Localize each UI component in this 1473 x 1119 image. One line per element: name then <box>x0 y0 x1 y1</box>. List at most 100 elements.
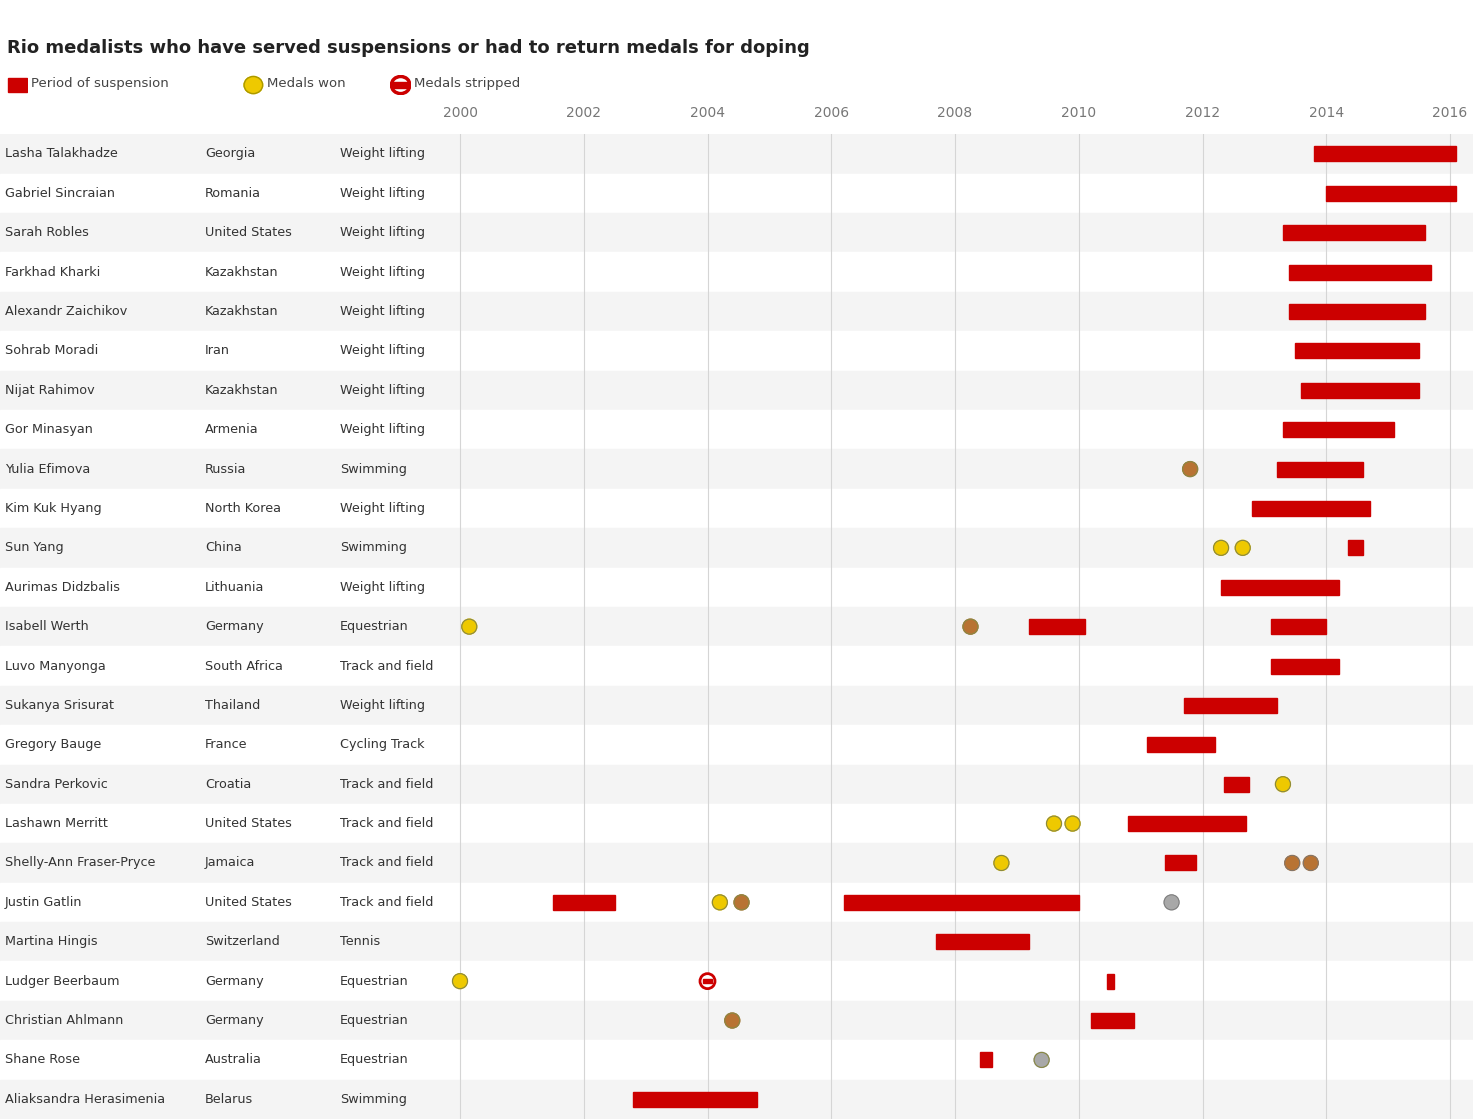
Ellipse shape <box>713 895 728 910</box>
Text: Track and field: Track and field <box>340 896 433 909</box>
Bar <box>1283 225 1426 241</box>
Ellipse shape <box>392 76 409 94</box>
Bar <box>0 370 1473 410</box>
Text: Kazakhstan: Kazakhstan <box>205 305 278 318</box>
Text: Alexandr Zaichikov: Alexandr Zaichikov <box>4 305 127 318</box>
Text: Martina Hingis: Martina Hingis <box>4 935 97 948</box>
Text: Shane Rose: Shane Rose <box>4 1053 80 1066</box>
Text: Sarah Robles: Sarah Robles <box>4 226 88 239</box>
Bar <box>1091 1013 1134 1028</box>
Ellipse shape <box>994 855 1009 871</box>
Ellipse shape <box>452 974 467 989</box>
Text: Weight lifting: Weight lifting <box>340 699 426 712</box>
Text: Croatia: Croatia <box>205 778 252 791</box>
Text: Equestrian: Equestrian <box>340 975 408 988</box>
Text: Georgia: Georgia <box>205 148 255 160</box>
Text: Cycling Track: Cycling Track <box>340 739 424 751</box>
Bar <box>1030 619 1086 634</box>
Bar <box>1314 147 1457 161</box>
Text: Lithuania: Lithuania <box>205 581 264 594</box>
Bar <box>0 450 1473 489</box>
Text: Equestrian: Equestrian <box>340 1053 408 1066</box>
Bar <box>0 489 1473 528</box>
Ellipse shape <box>1065 816 1080 831</box>
Bar <box>0 961 1473 1000</box>
Text: Period of suspension: Period of suspension <box>31 77 169 91</box>
Text: Australia: Australia <box>205 1053 262 1066</box>
Bar <box>0 410 1473 450</box>
Text: Tennis: Tennis <box>340 935 380 948</box>
Text: Lasha Talakhadze: Lasha Talakhadze <box>4 148 118 160</box>
Bar <box>1184 698 1277 713</box>
Text: Kazakhstan: Kazakhstan <box>205 265 278 279</box>
Bar <box>0 725 1473 764</box>
Text: United States: United States <box>205 226 292 239</box>
Bar <box>1302 383 1418 397</box>
Text: Nijat Rahimov: Nijat Rahimov <box>4 384 94 397</box>
Text: Russia: Russia <box>205 462 246 476</box>
Bar <box>1289 304 1426 319</box>
Text: Shelly-Ann Fraser-Pryce: Shelly-Ann Fraser-Pryce <box>4 856 155 869</box>
Bar <box>1147 737 1215 752</box>
Bar <box>9 78 27 92</box>
Text: Luvo Manyonga: Luvo Manyonga <box>4 659 106 673</box>
Ellipse shape <box>1183 461 1198 477</box>
Text: Weight lifting: Weight lifting <box>340 187 426 200</box>
Bar <box>0 883 1473 922</box>
FancyArrow shape <box>392 82 409 88</box>
FancyArrow shape <box>703 979 713 982</box>
Text: Yulia Efimova: Yulia Efimova <box>4 462 90 476</box>
Text: North Korea: North Korea <box>205 502 281 515</box>
Text: Track and field: Track and field <box>340 659 433 673</box>
Text: 2016: 2016 <box>1432 106 1467 121</box>
Bar <box>0 528 1473 567</box>
Bar <box>1252 501 1370 516</box>
Bar <box>0 173 1473 213</box>
Bar <box>0 1000 1473 1041</box>
Ellipse shape <box>245 76 262 94</box>
Text: Thailand: Thailand <box>205 699 261 712</box>
Text: Weight lifting: Weight lifting <box>340 226 426 239</box>
Bar <box>1224 777 1249 791</box>
Bar <box>0 606 1473 647</box>
Bar <box>1283 422 1395 438</box>
Text: 2010: 2010 <box>1061 106 1096 121</box>
Text: France: France <box>205 739 247 751</box>
Text: Sandra Perkovic: Sandra Perkovic <box>4 778 108 791</box>
Text: Switzerland: Switzerland <box>205 935 280 948</box>
Text: Rio medalists who have served suspensions or had to return medals for doping: Rio medalists who have served suspension… <box>7 39 810 57</box>
Ellipse shape <box>461 619 477 634</box>
Bar <box>633 1092 757 1107</box>
Bar <box>1289 265 1432 280</box>
Bar <box>1277 462 1364 477</box>
Text: Weight lifting: Weight lifting <box>340 265 426 279</box>
Text: Iran: Iran <box>205 345 230 357</box>
Text: Weight lifting: Weight lifting <box>340 502 426 515</box>
Bar <box>1271 659 1339 674</box>
Text: Sukanya Srisurat: Sukanya Srisurat <box>4 699 113 712</box>
Text: Armenia: Armenia <box>205 423 259 436</box>
Text: Aurimas Didzbalis: Aurimas Didzbalis <box>4 581 119 594</box>
Bar <box>1326 186 1457 200</box>
Text: Germany: Germany <box>205 620 264 633</box>
Text: Weight lifting: Weight lifting <box>340 581 426 594</box>
Bar <box>0 253 1473 292</box>
Ellipse shape <box>725 1013 739 1028</box>
Bar <box>1348 540 1364 555</box>
Text: Christian Ahlmann: Christian Ahlmann <box>4 1014 124 1027</box>
Text: Romania: Romania <box>205 187 261 200</box>
Bar <box>0 803 1473 844</box>
Bar <box>1221 580 1339 594</box>
Ellipse shape <box>1276 777 1290 792</box>
Bar <box>980 1053 993 1068</box>
Bar <box>552 895 614 910</box>
Text: Gabriel Sincraian: Gabriel Sincraian <box>4 187 115 200</box>
Ellipse shape <box>734 895 750 910</box>
Ellipse shape <box>1034 1052 1049 1068</box>
Bar <box>0 686 1473 725</box>
Text: Weight lifting: Weight lifting <box>340 423 426 436</box>
Bar <box>0 134 1473 173</box>
Text: Lashawn Merritt: Lashawn Merritt <box>4 817 108 830</box>
Text: Equestrian: Equestrian <box>340 620 408 633</box>
Bar <box>0 292 1473 331</box>
